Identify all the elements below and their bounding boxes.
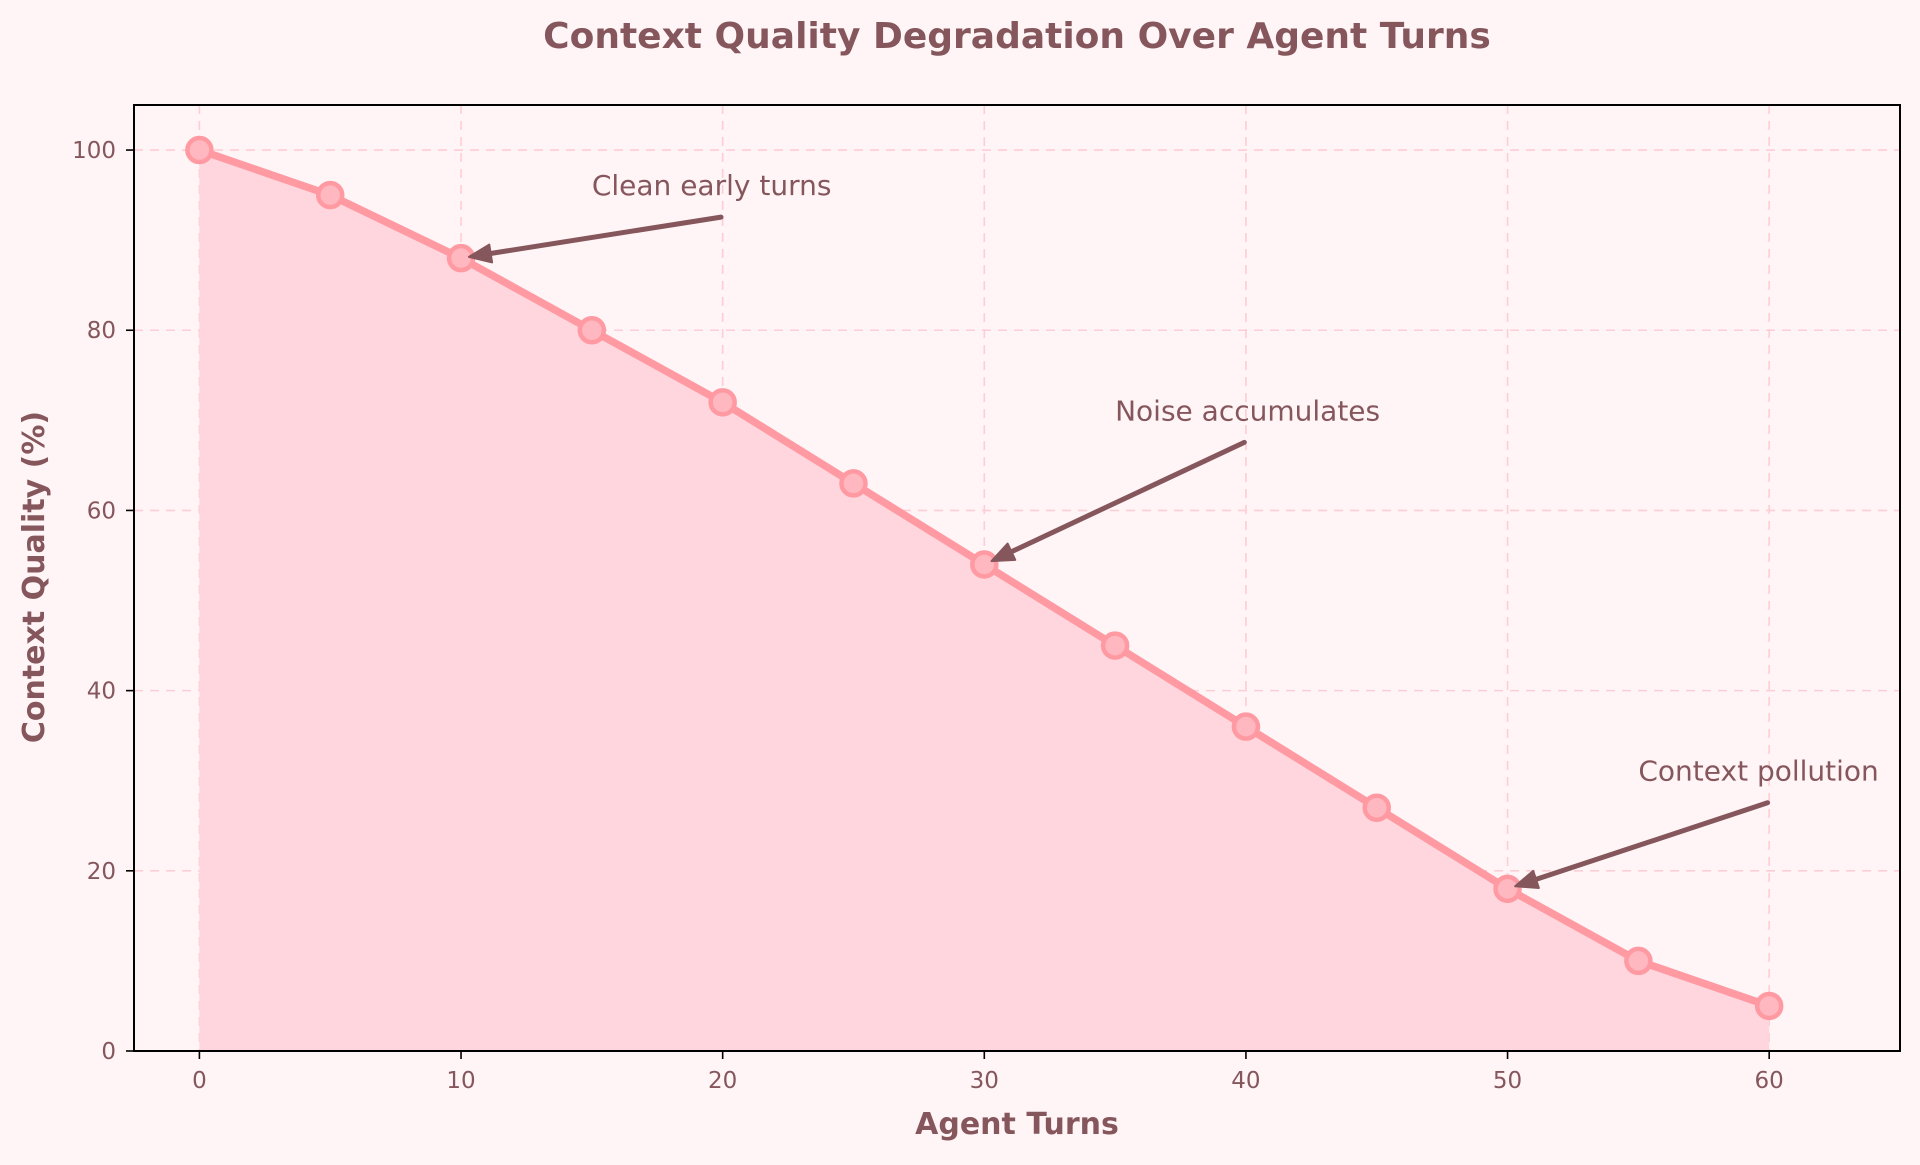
tick-layer: 0 10 20 30 40 50 60 0 20 40 60 80 100	[72, 138, 1784, 1094]
plot-frame	[133, 104, 1901, 1052]
annotation-label: Noise accumulates	[1115, 394, 1380, 427]
y-tick-label: 100	[72, 138, 116, 164]
annotation-arrow-shaft	[484, 214, 724, 257]
annotation-arrow-head	[990, 542, 1017, 563]
data-point-marker	[577, 315, 607, 345]
x-axis-label: Agent Turns	[915, 1107, 1119, 1142]
data-point-marker	[839, 469, 868, 498]
x-tick-label: 20	[708, 1068, 737, 1094]
data-point-marker	[1624, 946, 1653, 976]
data-point-marker	[315, 180, 345, 210]
annotation-arrow-head	[1514, 869, 1540, 889]
x-tick-label: 40	[1231, 1068, 1260, 1094]
data-point-marker	[970, 550, 999, 579]
y-tick-label: 40	[87, 679, 116, 705]
x-tick-label: 30	[970, 1068, 999, 1094]
annotation-arrow-shaft	[1529, 800, 1771, 884]
y-axis-label: Context Quality (%)	[17, 411, 52, 743]
y-tick-label: 0	[101, 1039, 116, 1065]
annotation-arrow-head	[467, 243, 494, 264]
data-point-marker	[1754, 991, 1784, 1021]
annotation-label: Clean early turns	[592, 169, 832, 202]
series-area-fill	[199, 150, 1770, 1051]
y-tick-label: 60	[87, 498, 116, 524]
data-point-marker	[446, 243, 476, 273]
data-point-marker	[1493, 874, 1522, 904]
annotation-arrow-shaft	[1005, 439, 1247, 556]
y-tick-label: 80	[87, 318, 116, 344]
data-point-marker	[1231, 712, 1261, 741]
annotation-layer: Clean early turns Noise accumulates Contex…	[467, 169, 1879, 889]
y-tick-label: 20	[87, 859, 116, 885]
data-point-marker	[1100, 631, 1130, 660]
x-tick-label: 0	[192, 1068, 207, 1094]
area-layer	[199, 150, 1770, 1051]
chart-title: Context Quality Degradation Over Agent T…	[543, 16, 1491, 57]
x-tick-label: 50	[1493, 1068, 1522, 1094]
marker-layer	[185, 135, 1784, 1021]
data-point-marker	[185, 135, 214, 165]
data-point-marker	[708, 388, 737, 417]
annotation-label: Context pollution	[1638, 755, 1878, 788]
x-tick-label: 10	[446, 1068, 475, 1094]
data-point-marker	[1362, 793, 1391, 822]
x-tick-label: 60	[1755, 1068, 1784, 1094]
